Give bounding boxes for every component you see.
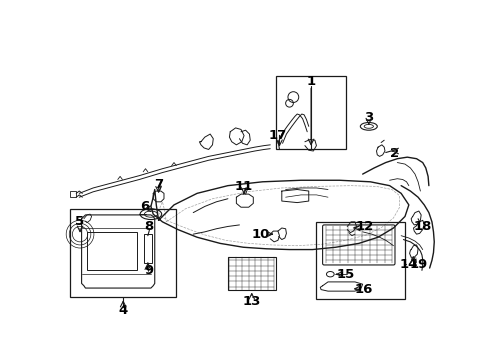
Text: 4: 4 [118,304,127,317]
Text: 5: 5 [75,215,84,228]
Text: 12: 12 [355,220,373,233]
Text: 6: 6 [140,200,149,213]
Text: 16: 16 [354,283,373,296]
Text: 18: 18 [413,220,431,233]
Text: 7: 7 [154,177,163,190]
Text: 15: 15 [336,268,354,281]
Bar [316,222,404,299]
Text: 9: 9 [144,264,154,277]
Text: 10: 10 [251,228,270,240]
Bar [276,76,345,149]
Text: 14: 14 [399,258,417,271]
Bar [143,234,151,264]
Text: 3: 3 [364,111,373,123]
Bar [70,191,76,197]
Bar [87,232,137,270]
Text: 19: 19 [409,258,427,271]
Bar [227,257,275,289]
Bar [70,209,176,297]
Text: 11: 11 [234,180,253,193]
Text: 8: 8 [144,220,154,233]
Text: 13: 13 [242,296,261,309]
Text: 2: 2 [389,147,399,160]
Text: 1: 1 [306,75,315,88]
Text: 17: 17 [268,129,286,142]
